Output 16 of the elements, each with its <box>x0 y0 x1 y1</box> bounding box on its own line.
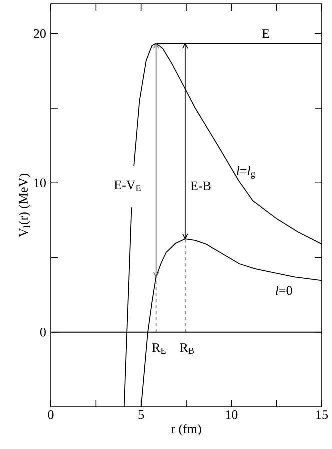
y-tick-label: 20 <box>34 29 46 38</box>
annotation: l=0 <box>276 286 292 296</box>
annotation: E-B <box>190 182 211 190</box>
y-tick-label: 0 <box>40 328 46 337</box>
annotation: l=l$_{g}$ <box>237 166 256 180</box>
y-axis-title: V$_{l}$(r) (MeV) <box>18 174 31 238</box>
x-tick-label: 5 <box>138 410 144 420</box>
annotation: E-V$_{E}$ <box>114 180 141 192</box>
x-axis-title: r (fm) <box>171 424 202 436</box>
x-tick-label: 10 <box>226 410 238 420</box>
annotation: R$_{E}$ <box>152 344 166 354</box>
x-tick-label: 0 <box>48 410 54 420</box>
y-tick-label: 10 <box>34 178 46 188</box>
x-tick-label: 15 <box>316 410 328 420</box>
annotation: E <box>262 30 270 38</box>
annotation: R$_{B}$ <box>180 344 194 354</box>
